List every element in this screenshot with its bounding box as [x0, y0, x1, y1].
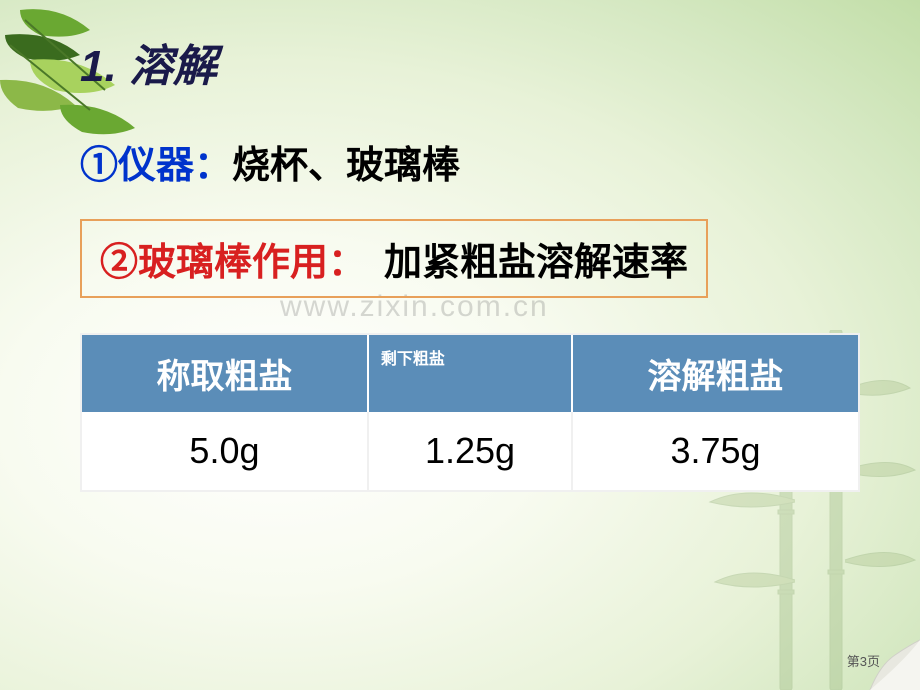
- equipment-value: 烧杯、玻璃棒: [232, 145, 460, 187]
- col-header-2: 剩下粗盐: [368, 335, 572, 412]
- page-curl-icon: [860, 630, 920, 690]
- rod-function-line: ②玻璃棒作用： 加紧粗盐溶解速率: [100, 231, 688, 286]
- bullet-1: ①: [80, 145, 118, 187]
- table-header-row: 称取粗盐 剩下粗盐 溶解粗盐: [82, 335, 858, 412]
- table-cell: 5.0g: [82, 412, 368, 490]
- slide-content: 1. 溶解 ①仪器：烧杯、玻璃棒 ②玻璃棒作用： 加紧粗盐溶解速率 称取粗盐 剩下…: [0, 0, 920, 492]
- salt-table: 称取粗盐 剩下粗盐 溶解粗盐 5.0g 1.25g 3.75g: [80, 333, 860, 492]
- table-cell: 3.75g: [572, 412, 858, 490]
- col-header-3: 溶解粗盐: [572, 335, 858, 412]
- rod-function-value: 加紧粗盐溶解速率: [384, 242, 688, 284]
- col-header-1: 称取粗盐: [82, 335, 368, 412]
- slide-title: 1. 溶解: [80, 30, 870, 94]
- equipment-line: ①仪器：烧杯、玻璃棒: [80, 134, 870, 189]
- bullet-2: ②: [100, 242, 138, 284]
- equipment-label: 仪器：: [118, 145, 232, 187]
- rod-function-label: 玻璃棒作用：: [138, 242, 366, 284]
- rod-function-box: ②玻璃棒作用： 加紧粗盐溶解速率: [80, 219, 708, 298]
- table-row: 5.0g 1.25g 3.75g: [82, 412, 858, 490]
- table-cell: 1.25g: [368, 412, 572, 490]
